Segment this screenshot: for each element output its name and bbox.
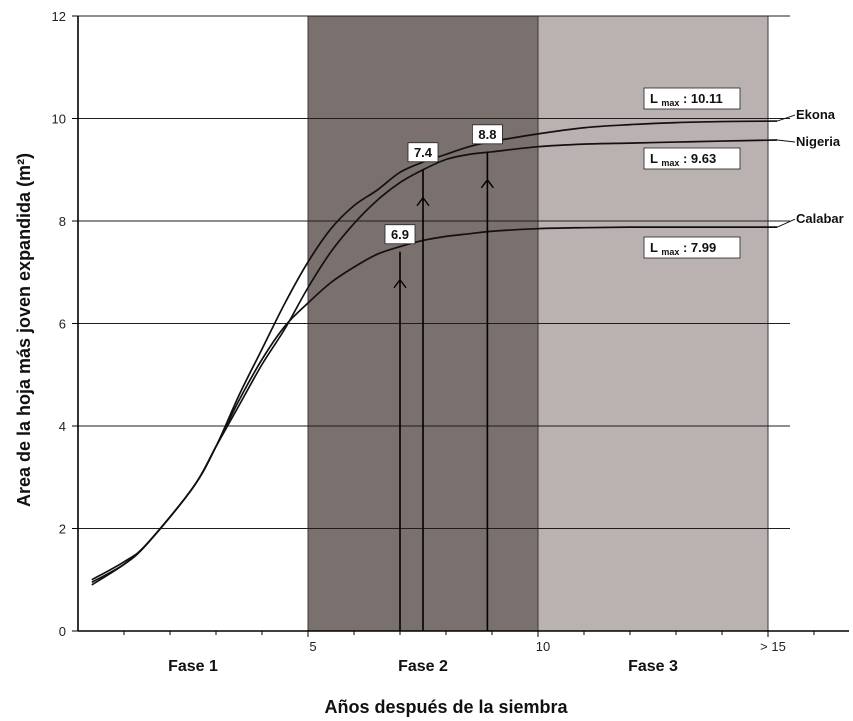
series-name-nigeria: Nigeria: [796, 134, 841, 149]
lmax-label-ekona: L max : 10.11: [650, 91, 723, 108]
marker-label-1: 6.9: [391, 227, 409, 242]
y-tick-label-8: 8: [59, 214, 66, 229]
y-tick-label-0: 0: [59, 624, 66, 639]
marker-arrowhead-1: [393, 278, 407, 289]
marker-arrows: 6.9 7.4 8.8: [384, 124, 503, 631]
marker-box-1: [384, 224, 416, 245]
grid-lines: [78, 15, 790, 529]
axes: 0 2 4 6 8 10 12 5 10 > 15: [52, 9, 849, 654]
lmax-label-calabar: L max : 7.99: [650, 240, 716, 257]
series-leader-ekona: [777, 114, 796, 122]
phase-label-1: Fase 1: [168, 658, 218, 675]
lmax-label-nigeria: L max : 9.63: [650, 151, 716, 168]
x-tick-label-15: > 15: [760, 639, 786, 654]
series-leader-calabar: [776, 218, 796, 228]
marker-label-3: 8.8: [478, 127, 496, 142]
lmax-box-nigeria: [643, 147, 741, 170]
marker-box-3: [471, 124, 503, 145]
y-tick-label-6: 6: [59, 317, 66, 332]
series-name-ekona: Ekona: [796, 107, 836, 122]
marker-arrowhead-2: [416, 196, 430, 207]
phase-label-3: Fase 3: [628, 658, 678, 675]
series-leader-nigeria: [777, 139, 796, 143]
marker-label-2: 7.4: [414, 145, 433, 160]
series-labels: Ekona L max : 10.11 Nigeria L max : 9.63 Cal…: [643, 87, 844, 259]
y-tick-label-12: 12: [52, 9, 66, 24]
x-tick-label-5: 5: [309, 639, 316, 654]
phase-label-2: Fase 2: [398, 658, 448, 675]
series-name-calabar: Calabar: [796, 211, 844, 226]
lmax-box-calabar: [643, 236, 741, 259]
y-tick-label-10: 10: [52, 112, 66, 127]
x-axis-title: Años después de la siembra: [324, 697, 568, 717]
lmax-box-ekona: [643, 87, 741, 110]
y-axis-title: Area de la hoja más joven expandida (m²): [14, 153, 34, 507]
series-lines: [91, 120, 778, 586]
series-line-calabar: [91, 226, 778, 584]
x-tick-label-10: 10: [536, 639, 550, 654]
y-tick-label-2: 2: [59, 522, 66, 537]
marker-box-2: [407, 142, 439, 163]
y-tick-label-4: 4: [59, 419, 66, 434]
marker-arrowhead-3: [480, 178, 494, 189]
